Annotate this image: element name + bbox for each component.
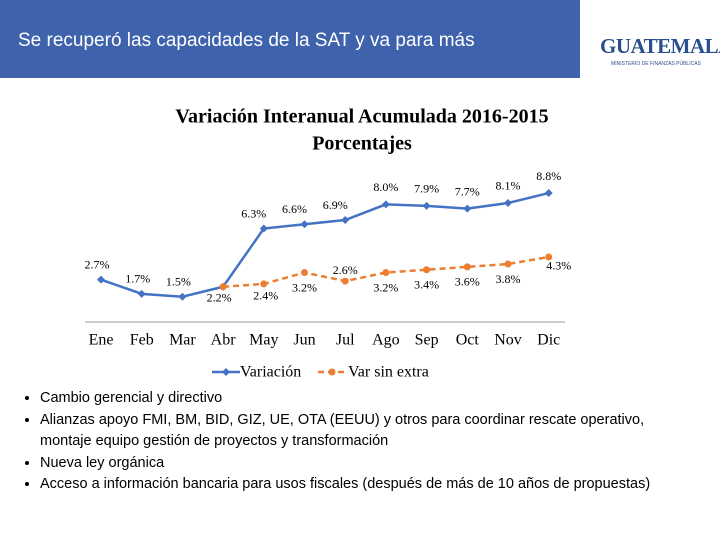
bullet-list: Cambio gerencial y directivoAlianzas apo… (20, 388, 660, 496)
legend-marker (222, 368, 230, 376)
x-tick-label: Dic (537, 332, 560, 349)
marker (301, 269, 308, 277)
data-label: 2.6% (333, 263, 358, 277)
data-label: 6.6% (282, 202, 307, 216)
bullet-item: Alianzas apoyo FMI, BM, BID, GIZ, UE, OT… (40, 410, 660, 453)
marker (381, 200, 390, 209)
logo-text: GUATEMALA (600, 34, 720, 58)
x-tick-label: Ene (89, 332, 114, 349)
legend-label: Var sin extra (348, 364, 429, 381)
data-label: 2.7% (85, 257, 110, 271)
data-label: 8.0% (373, 180, 398, 194)
x-tick-label: Mar (169, 332, 196, 349)
x-tick-label: Oct (456, 332, 480, 349)
data-label: 8.8% (536, 169, 561, 183)
marker (544, 189, 553, 198)
marker (341, 216, 350, 225)
marker (382, 269, 390, 277)
marker (300, 220, 309, 229)
data-label: 1.5% (166, 274, 191, 288)
header-title: Se recuperó las capacidades de la SAT y … (18, 30, 475, 51)
data-label: 4.3% (546, 259, 571, 273)
x-tick-label: Jun (293, 332, 315, 349)
marker (504, 198, 512, 207)
chart-title: Variación Interanual Acumulada 2016-2015 (175, 106, 548, 128)
data-label: 6.9% (323, 198, 348, 212)
data-label: 3.8% (496, 272, 521, 286)
x-tick-label: Abr (211, 332, 237, 349)
legend-marker (328, 368, 336, 376)
data-label: 3.2% (292, 280, 317, 294)
chart-subtitle: Porcentajes (312, 133, 412, 155)
data-label: 2.4% (253, 289, 278, 303)
series-line (100, 191, 549, 298)
data-label: 8.1% (496, 179, 521, 193)
bullet-item: Cambio gerencial y directivo (40, 388, 660, 410)
series-line (223, 255, 549, 289)
marker (423, 266, 431, 274)
data-label: 3.2% (373, 280, 398, 294)
x-tick-label: Ago (372, 332, 400, 349)
bullet-item: Nueva ley orgánica (40, 453, 660, 475)
x-tick-label: Sep (415, 332, 439, 349)
x-tick-label: Nov (494, 332, 522, 349)
marker (463, 204, 472, 213)
data-label: 1.7% (125, 272, 150, 286)
marker (260, 280, 268, 288)
marker (422, 201, 431, 210)
x-tick-label: Jul (336, 332, 355, 349)
data-label: 2.2% (207, 291, 232, 305)
marker (259, 224, 268, 233)
header-band: Se recuperó las capacidades de la SAT y … (0, 0, 580, 78)
logo-subtitle: MINISTERIO DE FINANZAS PÚBLICAS (611, 61, 701, 67)
marker (463, 263, 471, 271)
chart: Variación Interanual Acumulada 2016-2015… (85, 106, 572, 381)
marker (178, 292, 187, 301)
data-label: 7.7% (455, 184, 480, 198)
bullet-item: Acceso a información bancaria para usos … (40, 474, 660, 496)
logo: GUATEMALA MINISTERIO DE FINANZAS PÚBLICA… (600, 8, 720, 70)
x-tick-label: May (249, 332, 278, 349)
data-label: 7.9% (414, 182, 439, 196)
data-label: 3.4% (414, 277, 439, 291)
marker (545, 253, 553, 261)
legend-label: Variación (240, 364, 301, 381)
marker (97, 275, 105, 284)
x-tick-label: Feb (130, 332, 154, 349)
data-label: 6.3% (241, 206, 266, 220)
data-label: 3.6% (455, 275, 480, 289)
marker (504, 260, 512, 268)
marker (137, 289, 146, 298)
marker (219, 283, 227, 291)
marker (341, 277, 349, 285)
